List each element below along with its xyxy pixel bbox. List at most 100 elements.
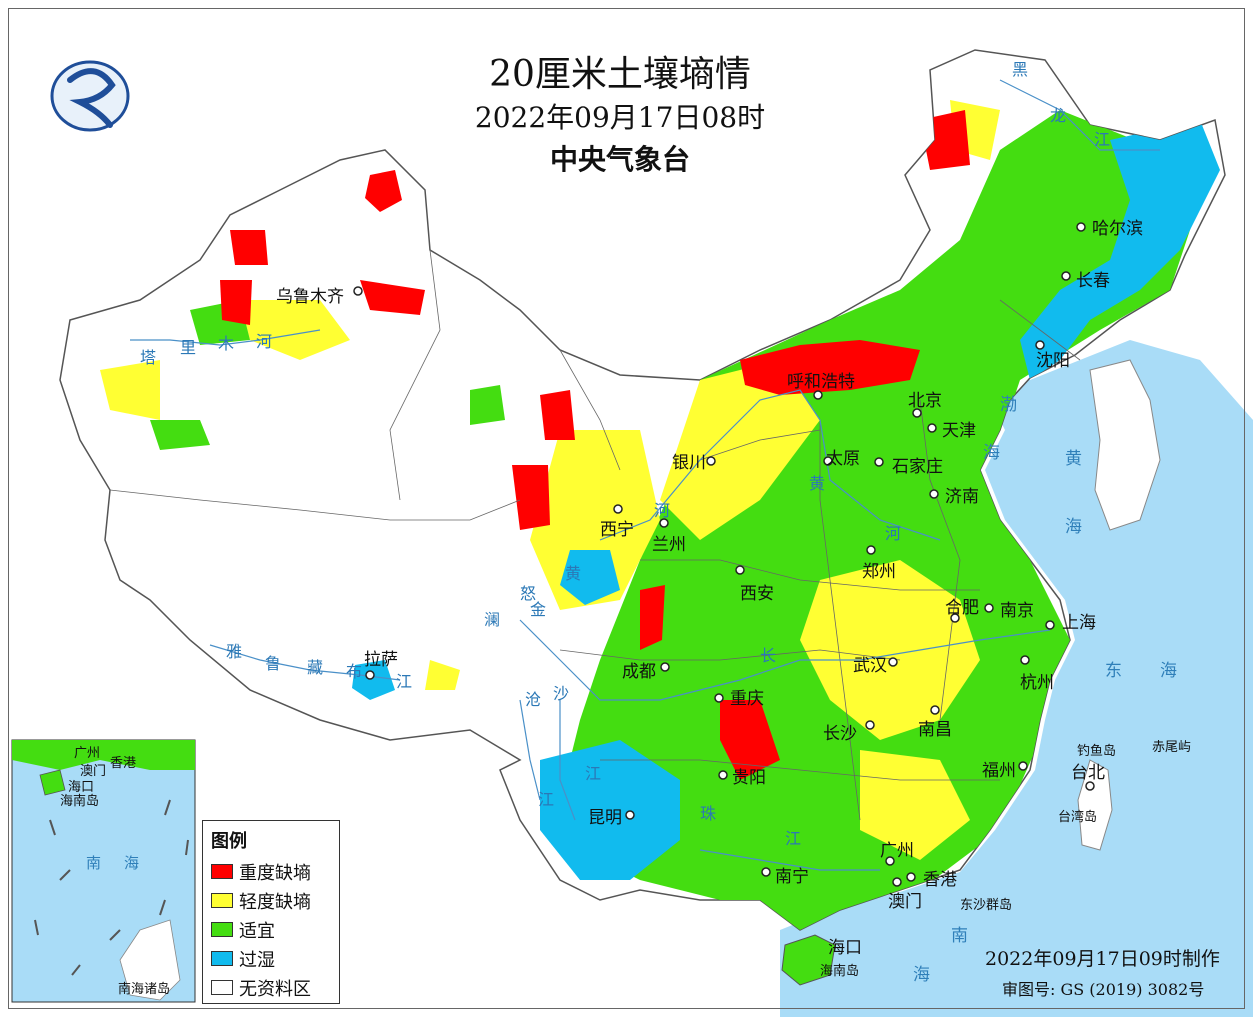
legend-item-suitable: 适宜 bbox=[211, 915, 331, 944]
legend-label-no-data: 无资料区 bbox=[239, 978, 311, 1000]
taiwan-island bbox=[1077, 759, 1113, 851]
zone-wet-ne bbox=[1020, 120, 1220, 380]
legend-label-light-dry: 轻度缺墒 bbox=[239, 891, 311, 913]
river-label-heilong-2: 龙 bbox=[1050, 106, 1067, 125]
city-wuhan: 武汉 bbox=[853, 656, 887, 676]
zone-dry-severe-4 bbox=[512, 465, 550, 530]
river-label-lancang-1: 澜 bbox=[484, 610, 501, 629]
korea-peninsula bbox=[1089, 359, 1161, 531]
city-hangzhou: 杭州 bbox=[1020, 673, 1054, 693]
zone-wet-qinghai bbox=[560, 550, 620, 605]
river-label-tarim-4: 河 bbox=[256, 332, 273, 351]
river-label-yangtze-1: 长 bbox=[760, 646, 777, 665]
city-macau: 澳门 bbox=[888, 892, 922, 912]
city-beijing: 北京 bbox=[908, 391, 942, 411]
legend-item-severe-dry: 重度缺墒 bbox=[211, 857, 331, 886]
city-guangzhou: 广州 bbox=[880, 841, 914, 861]
zone-dry-severe-5 bbox=[540, 390, 575, 440]
sea-label-east-2: 海 bbox=[1160, 661, 1177, 681]
zone-dry-severe-7 bbox=[360, 280, 425, 315]
map-date: 2022年09月17日08时 bbox=[474, 101, 766, 134]
legend-swatch-no-data bbox=[211, 980, 233, 995]
map-legend: 图例 重度缺墒 轻度缺墒 适宜 过湿 无资料区 bbox=[202, 820, 340, 1004]
city-shenyang: 沈阳 bbox=[1036, 351, 1070, 371]
zone-dry-light-2 bbox=[800, 560, 980, 740]
city-lanzhou: 兰州 bbox=[652, 535, 686, 555]
city-nanchang: 南昌 bbox=[918, 720, 952, 740]
zone-suitable-xj-2 bbox=[470, 385, 505, 425]
river-label-jinsha-2: 沙 bbox=[553, 684, 570, 703]
city-changchun: 长春 bbox=[1076, 271, 1110, 291]
city-zhengzhou: 郑州 bbox=[862, 562, 896, 582]
zone-dry-light-3 bbox=[530, 430, 660, 610]
sea-label-yellow-2: 海 bbox=[1065, 517, 1082, 537]
city-shijiazhuang: 石家庄 bbox=[892, 457, 943, 477]
city-taiyuan: 太原 bbox=[826, 449, 860, 469]
sea-label-south-1: 南 bbox=[951, 926, 968, 946]
sea-label-bohai-2: 海 bbox=[983, 443, 1000, 463]
city-tianjin: 天津 bbox=[942, 421, 976, 441]
river-label-tarim-1: 塔 bbox=[140, 348, 157, 367]
inset-haikou: 海口 bbox=[68, 780, 95, 795]
legend-swatch-suitable bbox=[211, 922, 233, 937]
city-guiyang: 贵阳 bbox=[732, 768, 766, 788]
city-nanjing: 南京 bbox=[1000, 601, 1034, 621]
legend-label-severe-dry: 重度缺墒 bbox=[239, 862, 311, 884]
zone-dry-severe-8 bbox=[640, 585, 665, 650]
inset-guangzhou: 广州 bbox=[74, 746, 101, 761]
legend-swatch-wet bbox=[211, 951, 233, 966]
zone-dry-severe-9 bbox=[720, 700, 780, 780]
zone-suitable-xj-1 bbox=[150, 420, 210, 450]
island-taiwan: 台湾岛 bbox=[1058, 810, 1098, 825]
city-hongkong: 香港 bbox=[923, 870, 957, 890]
map-review-number: 审图号: GS (2019) 3082号 bbox=[1002, 980, 1205, 999]
legend-label-wet: 过湿 bbox=[239, 949, 275, 971]
logo-emblem bbox=[50, 60, 130, 132]
province-borders bbox=[109, 249, 1081, 821]
river-label-jinsha-1: 金 bbox=[530, 600, 547, 619]
zone-dry-light-1 bbox=[660, 360, 820, 540]
city-chengdu: 成都 bbox=[622, 662, 656, 682]
zone-dry-severe-6 bbox=[220, 280, 252, 325]
zone-dry-light-8 bbox=[425, 660, 460, 690]
river-label-yellow-4: 河 bbox=[654, 501, 671, 520]
south-china-sea-inset bbox=[11, 739, 196, 1003]
river-label-yellow-1: 黄 bbox=[809, 474, 826, 493]
zone-wet-sw bbox=[540, 740, 680, 880]
river-label-pearl-2: 江 bbox=[785, 829, 802, 848]
city-fuzhou: 福州 bbox=[982, 761, 1016, 781]
river-label-yangtze-3: 江 bbox=[538, 790, 555, 809]
city-jinan: 济南 bbox=[945, 487, 979, 507]
river-label-heilong-1: 黑 bbox=[1012, 60, 1029, 79]
river-label-yarlung-2: 鲁 bbox=[265, 654, 282, 673]
river-label-nu-1: 怒 bbox=[520, 584, 537, 603]
legend-swatch-light-dry bbox=[211, 893, 233, 908]
city-hohhot: 呼和浩特 bbox=[787, 372, 855, 392]
zone-wet-lhasa bbox=[352, 660, 395, 700]
zone-dry-light-5 bbox=[860, 750, 970, 860]
inset-macau: 澳门 bbox=[80, 764, 107, 779]
legend-item-light-dry: 轻度缺墒 bbox=[211, 886, 331, 915]
river-label-lancang-2: 沧 bbox=[525, 690, 542, 709]
river-label-pearl-1: 珠 bbox=[700, 804, 717, 823]
city-yinchuan: 银川 bbox=[672, 453, 706, 473]
production-time: 2022年09月17日09时制作 bbox=[985, 948, 1220, 970]
island-hainan: 海南岛 bbox=[820, 964, 860, 979]
city-haikou: 海口 bbox=[828, 938, 862, 958]
city-lhasa: 拉萨 bbox=[364, 650, 398, 670]
river-label-yarlung-4: 布 bbox=[346, 662, 363, 681]
river-label-heilong-3: 江 bbox=[1094, 130, 1111, 149]
river-label-yellow-2: 河 bbox=[885, 524, 902, 543]
river-label-yarlung-5: 江 bbox=[396, 672, 413, 691]
inset-sea-label-1: 南 bbox=[86, 854, 102, 872]
sea-label-south-2: 海 bbox=[913, 965, 930, 985]
city-taipei: 台北 bbox=[1071, 763, 1105, 783]
island-dongsha: 东沙群岛 bbox=[960, 898, 1013, 913]
city-markers bbox=[353, 222, 1095, 952]
river-label-yarlung-3: 藏 bbox=[307, 658, 324, 677]
river-label-yangtze-2: 江 bbox=[585, 764, 602, 783]
legend-item-wet: 过湿 bbox=[211, 944, 331, 973]
sea-label-east-1: 东 bbox=[1105, 661, 1122, 681]
zone-dry-severe-2 bbox=[365, 170, 402, 212]
